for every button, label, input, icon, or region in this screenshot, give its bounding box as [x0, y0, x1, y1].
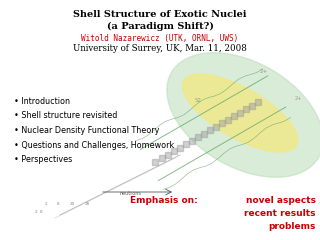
Text: (a Paradigm Shift?): (a Paradigm Shift?): [107, 22, 213, 31]
Text: Emphasis on:: Emphasis on:: [130, 196, 198, 205]
Text: neutrons: neutrons: [120, 191, 142, 196]
Text: 8: 8: [40, 210, 43, 214]
Text: 2: 2: [45, 202, 48, 206]
Bar: [237, 109, 243, 115]
Text: recent results: recent results: [244, 209, 316, 218]
Text: • Questions and Challenges, Homework: • Questions and Challenges, Homework: [14, 140, 174, 150]
Bar: [189, 138, 195, 144]
Text: 20: 20: [70, 202, 75, 206]
Bar: [201, 131, 207, 137]
Ellipse shape: [167, 53, 320, 177]
Text: • Nuclear Density Functional Theory: • Nuclear Density Functional Theory: [14, 126, 159, 135]
Text: 8: 8: [57, 202, 60, 206]
Bar: [225, 116, 231, 122]
Bar: [195, 134, 201, 140]
Text: 52: 52: [195, 98, 202, 103]
Ellipse shape: [182, 74, 298, 152]
Bar: [171, 148, 177, 154]
Text: University of Surrey, UK, Mar. 11, 2008: University of Surrey, UK, Mar. 11, 2008: [73, 44, 247, 53]
Bar: [249, 102, 255, 108]
Bar: [183, 141, 189, 147]
Text: Shell Structure of Exotic Nuclei: Shell Structure of Exotic Nuclei: [73, 10, 247, 19]
Text: novel aspects: novel aspects: [246, 196, 316, 205]
Bar: [164, 151, 171, 157]
Text: 28: 28: [85, 202, 90, 206]
Text: • Shell structure revisited: • Shell structure revisited: [14, 112, 117, 120]
Text: Witold Nazarewicz (UTK, ORNL, UWS): Witold Nazarewicz (UTK, ORNL, UWS): [81, 34, 239, 43]
Bar: [244, 106, 249, 112]
Bar: [177, 144, 183, 150]
Bar: [231, 113, 237, 119]
Text: 2+: 2+: [260, 69, 268, 74]
Text: • Introduction: • Introduction: [14, 97, 70, 106]
Bar: [219, 120, 225, 126]
Bar: [213, 124, 219, 130]
Text: 2: 2: [35, 210, 38, 214]
Bar: [255, 99, 261, 105]
Text: problems: problems: [268, 222, 316, 231]
Text: 2+: 2+: [295, 96, 302, 101]
Bar: [152, 158, 158, 164]
Bar: [158, 155, 164, 161]
Text: • Perspectives: • Perspectives: [14, 155, 72, 164]
Bar: [207, 127, 213, 133]
